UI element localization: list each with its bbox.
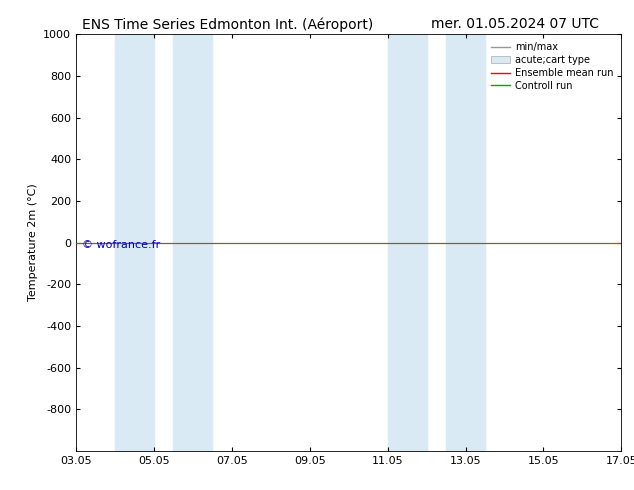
Text: ENS Time Series Edmonton Int. (Aéroport): ENS Time Series Edmonton Int. (Aéroport) <box>82 17 373 32</box>
Bar <box>115 34 154 451</box>
Legend: min/max, acute;cart type, Ensemble mean run, Controll run: min/max, acute;cart type, Ensemble mean … <box>488 39 616 94</box>
Title: ENS Time Series Edmonton Int. (Aéroport)       mer. 01.05.2024 07 UTC: ENS Time Series Edmonton Int. (Aéroport)… <box>0 489 1 490</box>
Bar <box>387 34 427 451</box>
Bar <box>174 34 212 451</box>
Text: mer. 01.05.2024 07 UTC: mer. 01.05.2024 07 UTC <box>431 17 599 31</box>
Text: © wofrance.fr: © wofrance.fr <box>82 241 160 250</box>
Bar <box>446 34 485 451</box>
Y-axis label: Temperature 2m (°C): Temperature 2m (°C) <box>28 184 37 301</box>
